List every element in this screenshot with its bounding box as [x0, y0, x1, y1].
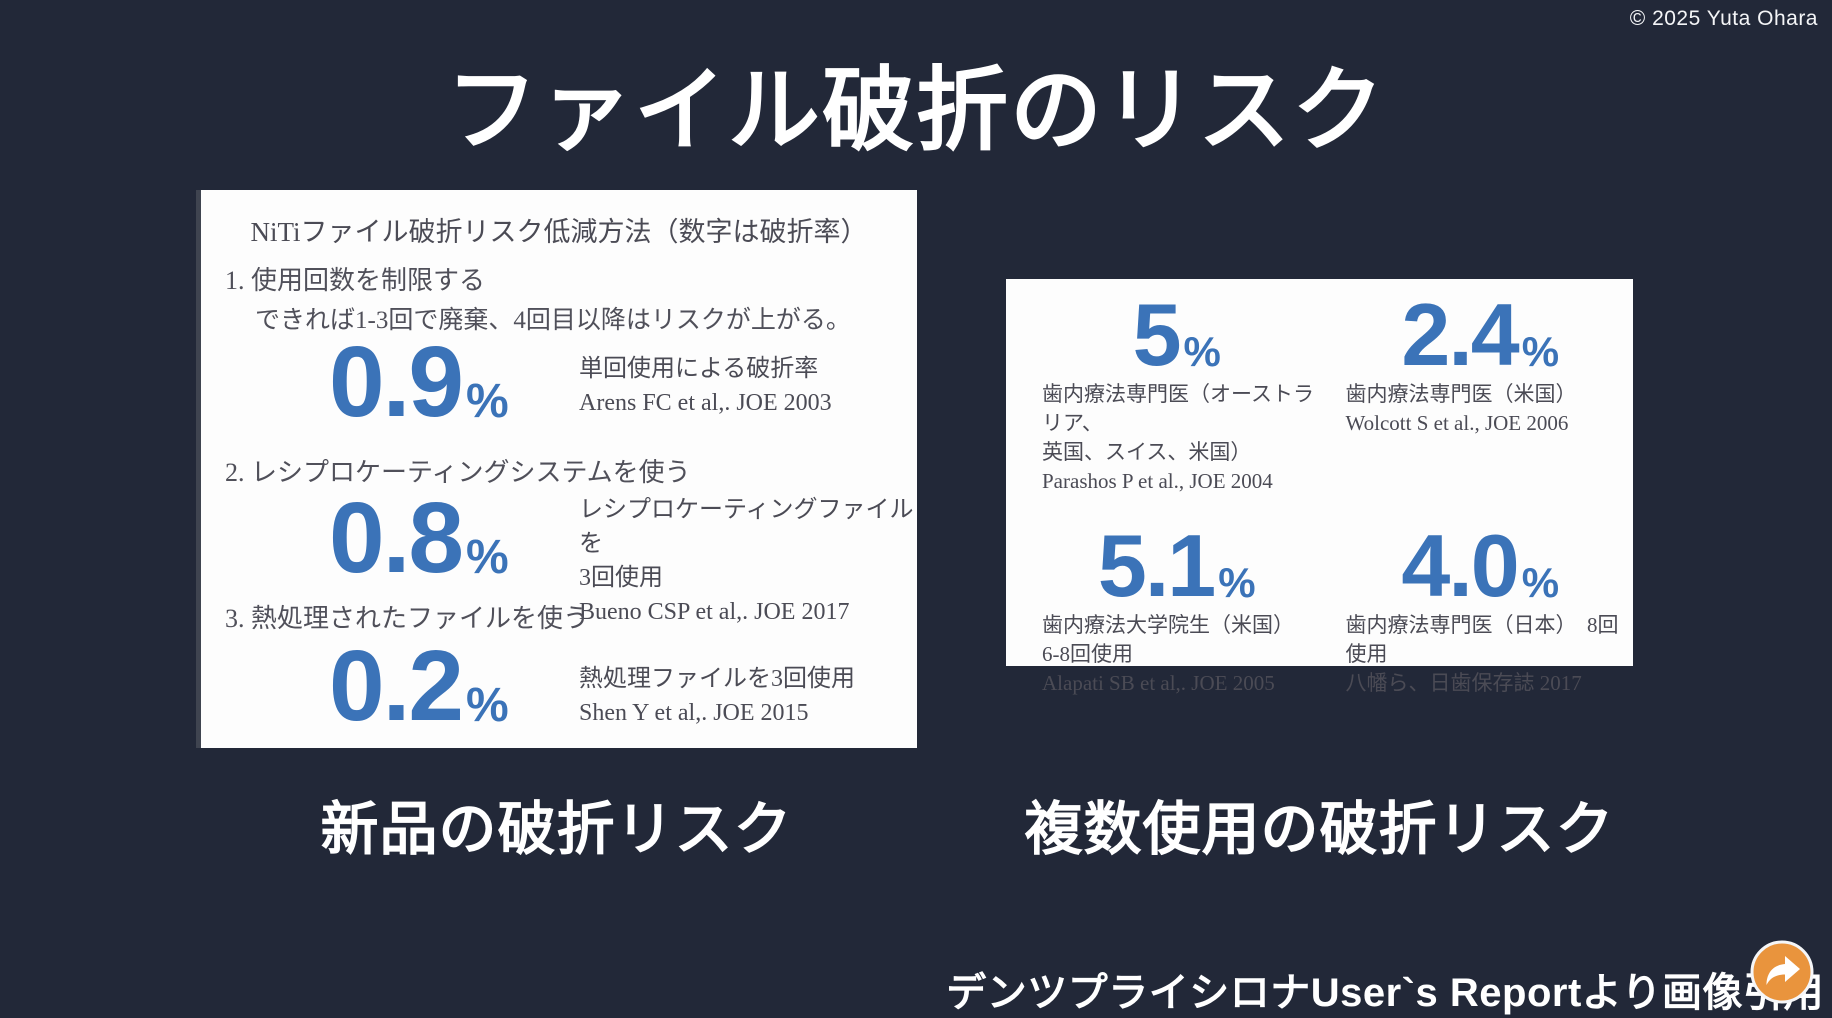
stat-unit: %	[1521, 559, 1560, 607]
stat-unit: %	[466, 374, 509, 428]
stat-cell-grad-students-us: 5.1 % 歯内療法大学院生（米国） 6-8回使用 Alapati SB et …	[1016, 515, 1320, 698]
stat-digits: 0.9	[329, 326, 464, 438]
stat-citation: レシプロケーティングファイルを 3回使用 Bueno CSP et al,. J…	[579, 493, 917, 629]
image-source-attribution: デンツプライシロナUser`s Reportより画像引用	[946, 971, 1824, 1015]
stat-digits: 5	[1132, 285, 1182, 384]
stat-digits: 2.4	[1401, 285, 1519, 384]
stat-value: 5 %	[1034, 285, 1320, 384]
stat-cell-specialists-us: 2.4 % 歯内療法専門医（米国） Wolcott S et al., JOE …	[1320, 285, 1624, 496]
stat-unit: %	[466, 530, 509, 584]
stat-citation: 歯内療法専門医（米国） Wolcott S et al., JOE 2006	[1338, 380, 1624, 438]
page-title: ファイル破折のリスク	[445, 60, 1386, 162]
stat-digits: 0.8	[329, 482, 464, 594]
citation-line: 歯内療法専門医（オーストラリア、	[1042, 381, 1314, 435]
citation-line: 歯内療法専門医（米国）	[1345, 381, 1577, 406]
citation-line: Shen Y et al,. JOE 2015	[579, 700, 809, 727]
right-panel-caption: 複数使用の破折リスク	[1024, 797, 1615, 862]
copyright-text: © 2025 Yuta Ohara	[1629, 7, 1818, 30]
list-item-3-label: 3. 熱処理されたファイルを使う	[225, 604, 590, 633]
stat-cell-specialists-multi-country: 5 % 歯内療法専門医（オーストラリア、 英国、スイス、米国） Parashos…	[1016, 285, 1320, 496]
left-panel-header: NiTiファイル破折リスク低減方法（数字は破折率）	[250, 217, 868, 247]
citation-line: 八幡ら、日歯保存誌 2017	[1345, 670, 1582, 695]
citation-line: 熱処理ファイルを3回使用	[579, 666, 855, 692]
citation-line: 英国、スイス、米国）	[1042, 439, 1252, 464]
new-file-risk-panel: NiTiファイル破折リスク低減方法（数字は破折率） 1. 使用回数を制限する で…	[196, 190, 917, 748]
stat-value: 2.4 %	[1338, 285, 1624, 384]
stat-citation: 熱処理ファイルを3回使用 Shen Y et al,. JOE 2015	[579, 662, 855, 730]
citation-line: 3回使用	[579, 565, 663, 592]
stat-grid: 5 % 歯内療法専門医（オーストラリア、 英国、スイス、米国） Parashos…	[1006, 279, 1633, 695]
list-item-1-label: 1. 使用回数を制限する	[225, 266, 486, 295]
stat-cell-specialists-japan: 4.0 % 歯内療法専門医（日本） 8回使用 八幡ら、日歯保存誌 2017	[1320, 515, 1624, 698]
stat-citation: 歯内療法専門医（オーストラリア、 英国、スイス、米国） Parashos P e…	[1034, 380, 1320, 496]
citation-line: Wolcott S et al., JOE 2006	[1345, 410, 1569, 435]
citation-line: レシプロケーティングファイルを	[579, 497, 914, 558]
share-icon[interactable]	[1750, 940, 1814, 1004]
share-icon-graphic	[1750, 940, 1814, 1004]
citation-line: 歯内療法専門医（日本） 8回使用	[1345, 612, 1619, 666]
multi-use-risk-panel: 5 % 歯内療法専門医（オーストラリア、 英国、スイス、米国） Parashos…	[1006, 279, 1633, 695]
stat-digits: 0.2	[329, 630, 464, 742]
stat-digits: 4.0	[1401, 515, 1519, 615]
stat-value: 0.2 %	[329, 630, 509, 742]
stat-citation: 単回使用による破折率 Arens FC et al,. JOE 2003	[579, 352, 832, 420]
citation-line: Parashos P et al., JOE 2004	[1042, 468, 1273, 493]
stat-unit: %	[466, 678, 509, 732]
citation-line: Bueno CSP et al,. JOE 2017	[579, 599, 850, 626]
stat-citation: 歯内療法大学院生（米国） 6-8回使用 Alapati SB et al,. J…	[1034, 611, 1320, 698]
stat-value: 5.1 %	[1034, 515, 1320, 615]
left-panel-caption: 新品の破折リスク	[320, 797, 793, 862]
list-item-1-subtext: できれば1-3回で廃棄、4回目以降はリスクが上がる。	[255, 307, 851, 334]
stat-value: 0.8 %	[329, 482, 509, 594]
stat-unit: %	[1183, 328, 1221, 376]
citation-line: 歯内療法大学院生（米国） 6-8回使用	[1042, 612, 1305, 666]
list-item-2-label: 2. レシプロケーティングシステムを使う	[225, 458, 691, 487]
stat-value: 0.9 %	[329, 326, 509, 438]
citation-line: Alapati SB et al,. JOE 2005	[1042, 670, 1275, 695]
stat-unit: %	[1218, 559, 1256, 607]
stat-citation: 歯内療法専門医（日本） 8回使用 八幡ら、日歯保存誌 2017	[1338, 611, 1624, 698]
citation-line: 単回使用による破折率	[579, 356, 819, 382]
stat-digits: 5.1	[1097, 515, 1216, 615]
stat-unit: %	[1521, 328, 1560, 376]
citation-line: Arens FC et al,. JOE 2003	[579, 390, 832, 417]
stat-value: 4.0 %	[1338, 515, 1624, 615]
